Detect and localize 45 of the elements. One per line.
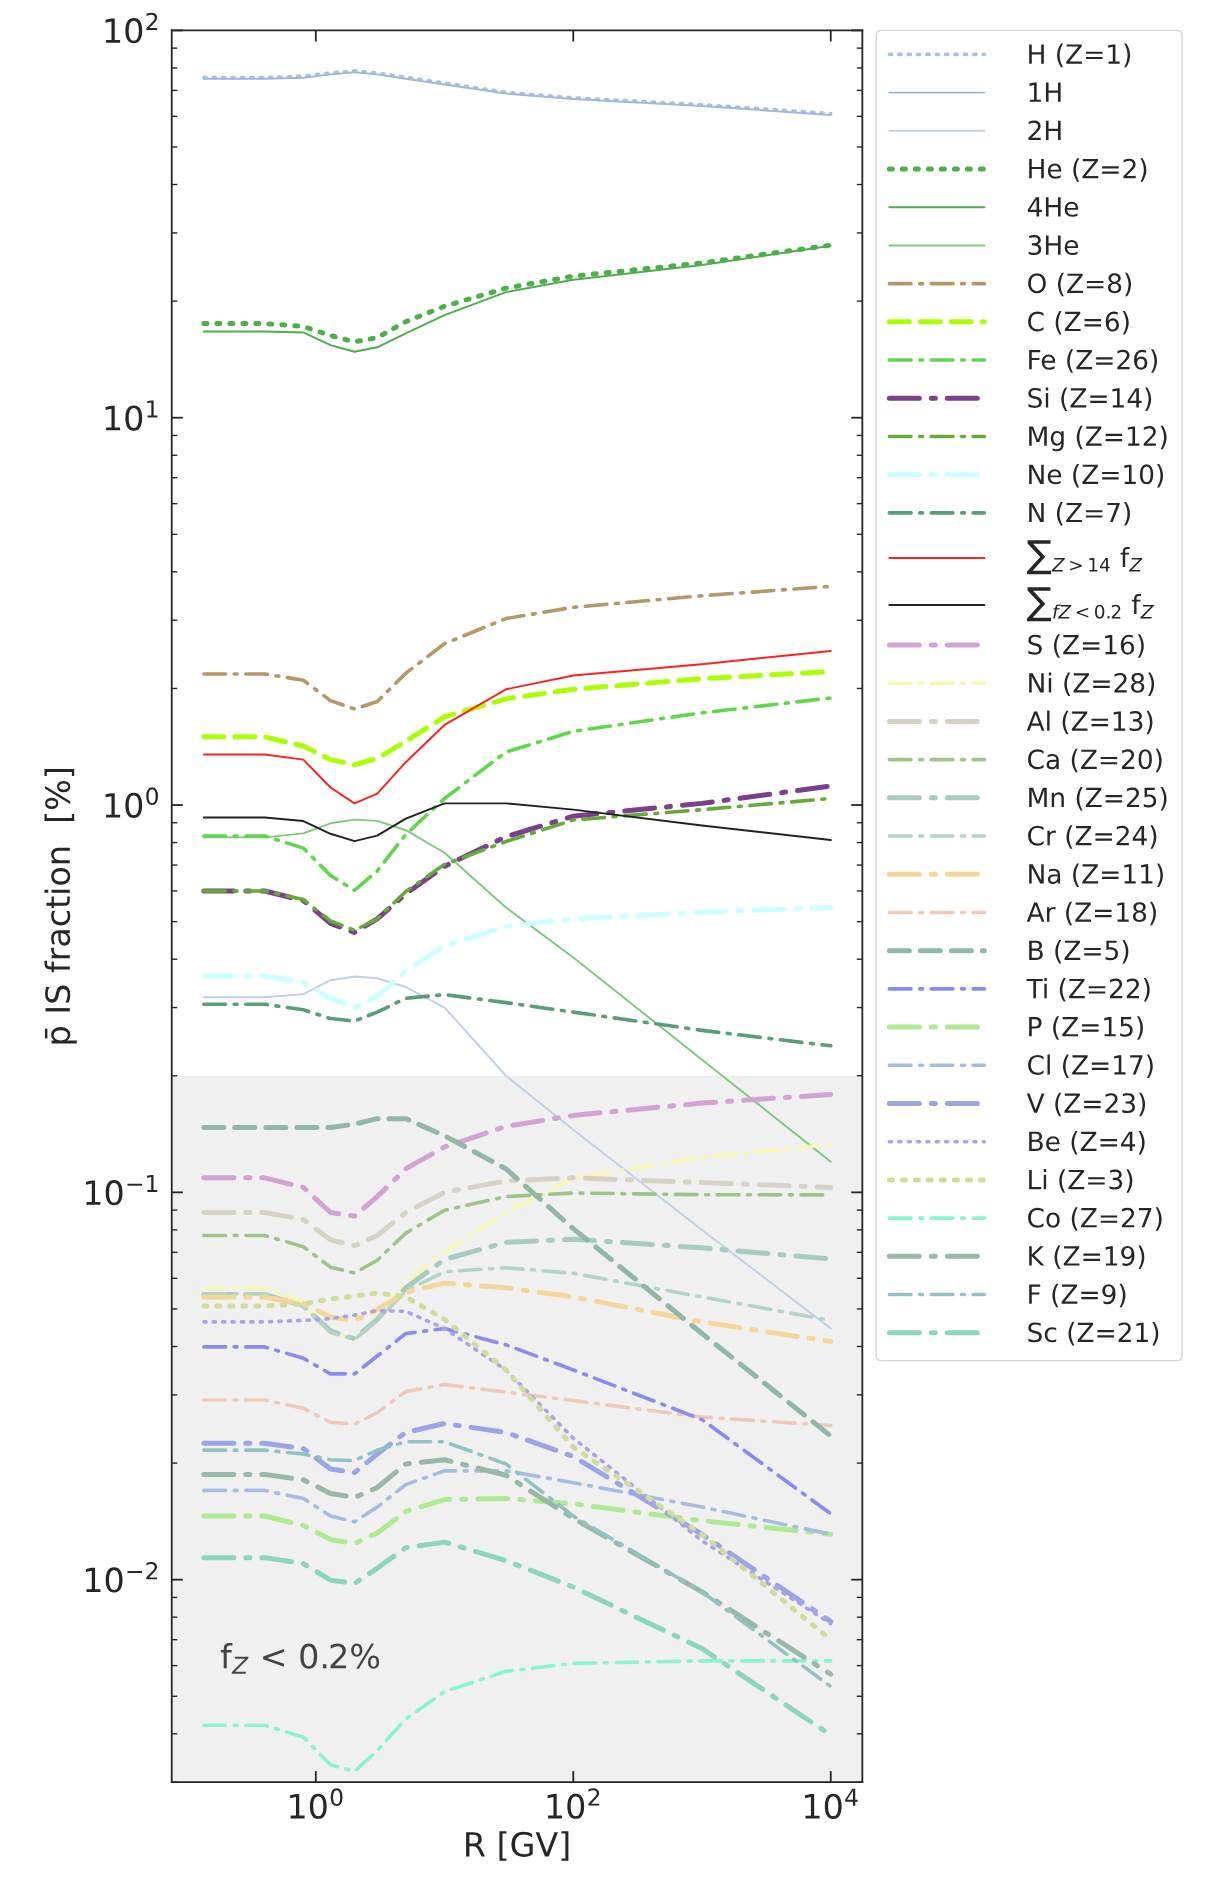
legend-label: Cr (Z=24) [1028,825,1157,849]
legend-label: 1H [1029,82,1061,102]
legend-label: ∑$_{Z>14}$ f$_{Z}$ [1027,540,1143,575]
x-tick-label: 10$^{4}$ [805,1788,858,1819]
legend-label: Be (Z=4) [1029,1130,1145,1155]
legend-label: Al (Z=13) [1026,710,1153,735]
legend-label: Li (Z=3) [1029,1169,1133,1193]
legend-label: Ne (Z=10) [1029,463,1164,488]
legend-label: S (Z=16) [1028,634,1144,658]
legend-label: Ar (Z=18) [1026,901,1156,926]
legend-label: Mn (Z=25) [1029,787,1167,811]
legend-label: H (Z=1) [1029,43,1131,68]
x-axis-title: R [GV] [466,1831,569,1861]
y-tick-label: 10$^{2}$ [105,12,158,44]
legend-label: 4He [1027,197,1079,217]
legend-label: Sc (Z=21) [1028,1321,1159,1346]
legend-label: Si (Z=14) [1028,387,1152,411]
legend-label: Co (Z=27) [1028,1207,1162,1231]
x-tick-label: 10$^{0}$ [290,1788,343,1819]
y-tick-label: 10$^{−1}$ [85,1175,158,1206]
y-tick-label: 10$^{0}$ [105,787,158,818]
legend-label: F (Z=9) [1029,1283,1126,1308]
legend-label: Mg (Z=12) [1029,425,1167,452]
legend-label: B (Z=5) [1029,939,1129,964]
annotation: f$_{Z}$ < 0.2% [220,1643,380,1674]
y-tick-label: 10$^{1}$ [105,400,158,431]
legend-label: Na (Z=11) [1029,863,1163,887]
x-tick-label: 10$^{2}$ [547,1788,600,1819]
legend-label: K (Z=19) [1029,1245,1145,1270]
legend-label: P (Z=15) [1029,1016,1143,1040]
legend-label: Ca (Z=20) [1028,748,1162,773]
legend-label: Ti (Z=22) [1026,978,1150,1002]
legend-label: N (Z=7) [1029,502,1130,526]
legend-label: Ni (Z=28) [1029,672,1155,696]
legend-label: ∑$_{fZ<0.2}$ f$_{Z}$ [1027,587,1154,622]
legend-label: C (Z=6) [1028,311,1129,335]
legend-label: He (Z=2) [1029,158,1147,182]
y-tick-label: 10$^{−2}$ [85,1562,158,1593]
legend-label: O (Z=8) [1028,272,1132,297]
legend-label: 2H [1028,120,1061,141]
legend-label: Cl (Z=17) [1028,1054,1153,1079]
legend-label: V (Z=23) [1026,1092,1146,1117]
y-axis-title: p̄ IS fraction [%] [44,769,77,1044]
legend-label: Fe (Z=26) [1029,349,1158,373]
legend-label: 3He [1028,235,1079,256]
